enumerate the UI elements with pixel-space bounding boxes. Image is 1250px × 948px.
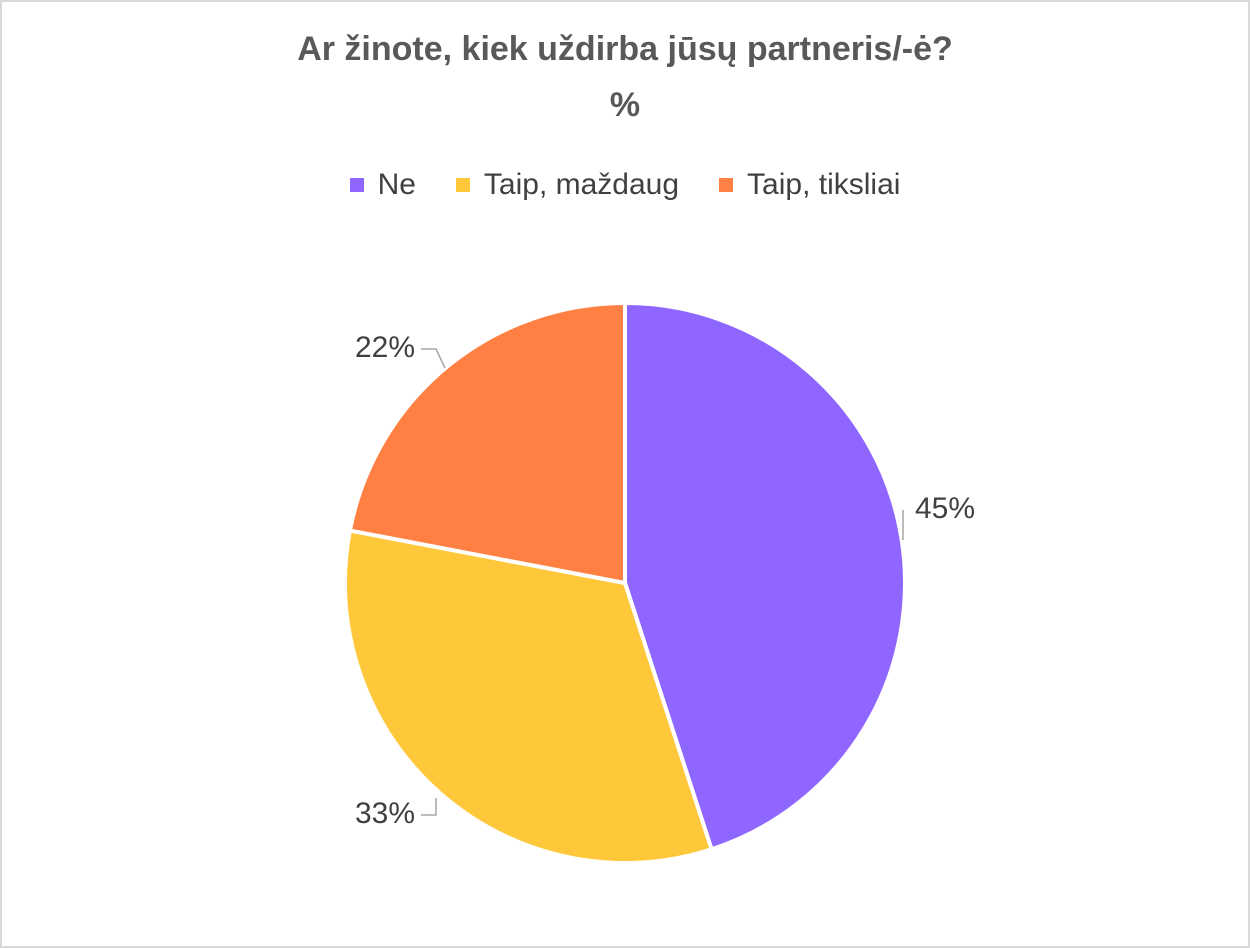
legend-label-taip-mazdaug: Taip, maždaug: [483, 168, 680, 201]
data-label-taip-tiksliai: 22%: [355, 331, 415, 364]
legend: Ne Taip, maždaug Taip, tiksliai: [0, 168, 1250, 202]
pie-slice-taip-tiksliai: [347, 301, 627, 585]
leader-line-taip-mazdaug: [421, 798, 437, 816]
chart-subtitle: %: [609, 86, 641, 124]
legend-label-taip-tiksliai: Taip, tiksliai: [747, 168, 901, 201]
leader-line-taip-tiksliai: [421, 348, 446, 369]
legend-item-ne: Ne: [349, 168, 416, 202]
legend-swatch-taip-tiksliai: [719, 178, 734, 192]
legend-label-ne: Ne: [377, 168, 416, 201]
legend-swatch-ne: [349, 178, 364, 192]
data-label-taip-mazdaug: 33%: [355, 797, 415, 830]
legend-swatch-taip-mazdaug: [455, 178, 470, 192]
chart-title: Ar žinote, kiek uždirba jūsų partneris/-…: [297, 30, 953, 68]
pie-slice-ne: [623, 301, 907, 852]
legend-item-taip-mazdaug: Taip, maždaug: [455, 168, 680, 202]
legend-item-taip-tiksliai: Taip, tiksliai: [719, 168, 900, 202]
pie-slice-taip-mazdaug: [343, 528, 714, 865]
data-label-ne: 45%: [915, 492, 975, 525]
